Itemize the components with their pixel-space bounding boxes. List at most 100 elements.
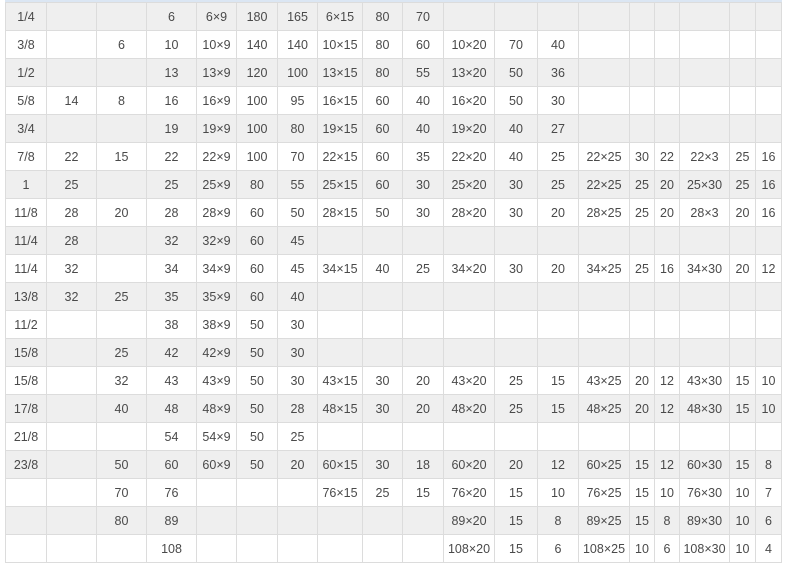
table-cell: [629, 2, 655, 31]
table-cell: 10×9: [196, 30, 237, 59]
table-cell: [629, 86, 655, 115]
table-cell: 6: [755, 506, 782, 535]
table-cell: 76: [146, 478, 197, 507]
table-row: 1 25 25 25×9 80 55 25×15 60 30 25×20 30 25 22×25 25 20…: [5, 170, 782, 199]
table-cell: 28: [46, 198, 97, 227]
table-cell: 60: [236, 282, 278, 311]
table-row: 1/2 13 13×9 120 100 13×15 80 55 13×20 50 36: [5, 58, 782, 87]
table-cell: 12: [537, 450, 579, 479]
table-cell: 40: [402, 86, 444, 115]
table-cell: 3/8: [5, 30, 47, 59]
table-cell: 34×9: [196, 254, 237, 283]
table-cell: [362, 226, 403, 255]
table-cell: 43×25: [578, 366, 630, 395]
table-cell: 8: [755, 450, 782, 479]
table-cell: 25: [629, 170, 655, 199]
table-row: 17/8 40 48 48×9 50 28 48×15 30 20 48×20 25 15 48×25 2…: [5, 394, 782, 423]
table-cell: 108: [146, 534, 197, 563]
table-cell: 21/8: [5, 422, 47, 451]
table-cell: 60: [236, 254, 278, 283]
table-cell: 34×15: [317, 254, 363, 283]
table-cell: 20: [729, 198, 756, 227]
table-cell: 6: [96, 30, 147, 59]
table-cell: [729, 58, 756, 87]
table-cell: [317, 226, 363, 255]
table-cell: 30: [277, 366, 318, 395]
table-cell: 20: [629, 366, 655, 395]
table-cell: [729, 282, 756, 311]
table-cell: 108×20: [443, 534, 495, 563]
spec-table-container: 1/4 6 6×9 180 165 6×15 80 70 3/8 6 10 10×9 140 140 10×…: [5, 0, 782, 563]
table-cell: 50: [277, 198, 318, 227]
table-cell: 80: [96, 506, 147, 535]
table-cell: [402, 422, 444, 451]
table-cell: 19: [146, 114, 197, 143]
table-cell: 28: [146, 198, 197, 227]
table-cell: 20: [729, 254, 756, 283]
table-cell: [755, 58, 782, 87]
table-cell: 100: [236, 114, 278, 143]
table-cell: 54×9: [196, 422, 237, 451]
table-cell: 38×9: [196, 310, 237, 339]
table-cell: 15: [629, 450, 655, 479]
table-cell: 3/4: [5, 114, 47, 143]
table-cell: 48×9: [196, 394, 237, 423]
table-cell: 30: [537, 86, 579, 115]
table-cell: [5, 534, 47, 563]
table-row: 3/8 6 10 10×9 140 140 10×15 80 60 10×20 70 40: [5, 30, 782, 59]
table-cell: 8: [654, 506, 680, 535]
table-cell: 30: [402, 198, 444, 227]
table-cell: 15: [494, 534, 538, 563]
table-row: 108 108×20 15 6 108×25 10 6 108×30 10 4: [5, 534, 782, 563]
table-cell: [729, 226, 756, 255]
table-cell: 25: [277, 422, 318, 451]
table-cell: [578, 30, 630, 59]
table-cell: 50: [236, 394, 278, 423]
table-cell: [679, 114, 730, 143]
table-cell: 10×15: [317, 30, 363, 59]
table-cell: 50: [96, 450, 147, 479]
table-cell: 80: [362, 2, 403, 31]
table-cell: 7/8: [5, 142, 47, 171]
table-cell: 13×15: [317, 58, 363, 87]
table-cell: [402, 226, 444, 255]
table-cell: 15: [96, 142, 147, 171]
table-cell: 15/8: [5, 366, 47, 395]
table-cell: 60×30: [679, 450, 730, 479]
table-cell: 55: [277, 170, 318, 199]
table-cell: [46, 394, 97, 423]
table-cell: [578, 2, 630, 31]
table-cell: 25: [629, 198, 655, 227]
table-cell: 11/2: [5, 310, 47, 339]
table-cell: 34×30: [679, 254, 730, 283]
table-cell: [679, 2, 730, 31]
table-cell: 20: [654, 170, 680, 199]
table-cell: 38: [146, 310, 197, 339]
table-cell: 15: [629, 478, 655, 507]
table-cell: [362, 506, 403, 535]
table-cell: [578, 58, 630, 87]
table-cell: 20: [402, 366, 444, 395]
table-cell: 20: [402, 394, 444, 423]
table-cell: [578, 114, 630, 143]
table-cell: 40: [494, 142, 538, 171]
table-cell: [196, 478, 237, 507]
table-cell: [317, 338, 363, 367]
table-cell: [362, 422, 403, 451]
table-row: 70 76 76×15 25 15 76×20 15 10 76×25 15 10 76×30 10 7: [5, 478, 782, 507]
table-cell: [679, 338, 730, 367]
table-cell: 11/8: [5, 198, 47, 227]
table-cell: 16×9: [196, 86, 237, 115]
table-row: 3/4 19 19×9 100 80 19×15 60 40 19×20 40 27: [5, 114, 782, 143]
table-cell: 25: [146, 170, 197, 199]
table-cell: [402, 338, 444, 367]
table-cell: [96, 254, 147, 283]
table-cell: 25×15: [317, 170, 363, 199]
table-cell: 8: [537, 506, 579, 535]
table-cell: [443, 338, 495, 367]
table-cell: 20: [96, 198, 147, 227]
table-cell: [755, 30, 782, 59]
table-row: 11/4 28 32 32×9 60 45: [5, 226, 782, 255]
table-cell: 36: [537, 58, 579, 87]
table-cell: 25: [537, 142, 579, 171]
